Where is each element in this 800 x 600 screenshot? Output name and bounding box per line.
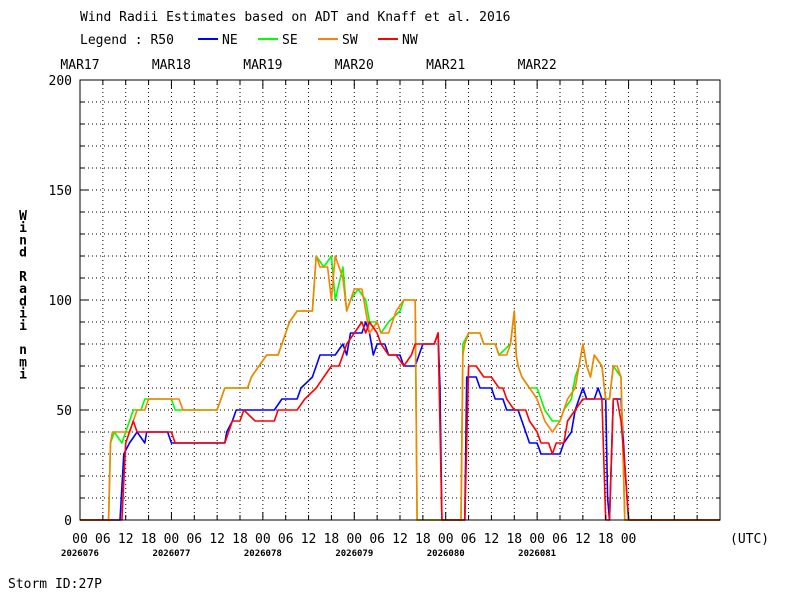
legend-label: Legend : R50 bbox=[80, 33, 174, 48]
legend-entry-ne: NE bbox=[222, 33, 238, 48]
x-tick-label: 00 bbox=[255, 532, 271, 547]
x-tick-label: 12 bbox=[118, 532, 134, 547]
x-tick-label: 18 bbox=[506, 532, 522, 547]
x-tick-label: 00 bbox=[346, 532, 362, 547]
julian-date-label: 2026077 bbox=[152, 549, 190, 559]
x-tick-label: 06 bbox=[552, 532, 568, 547]
y-tick-label: 50 bbox=[56, 404, 72, 419]
x-tick-label: 18 bbox=[324, 532, 340, 547]
x-tick-label: 06 bbox=[278, 532, 294, 547]
x-tick-label: 06 bbox=[461, 532, 477, 547]
series-lines bbox=[80, 255, 720, 521]
julian-date-label: 2026079 bbox=[335, 549, 373, 559]
x-tick-label: 06 bbox=[369, 532, 385, 547]
x-tick-label: 12 bbox=[575, 532, 591, 547]
series-line-nw bbox=[80, 321, 720, 521]
x-tick-label: 00 bbox=[72, 532, 88, 547]
y-axis-label-char: n bbox=[19, 343, 27, 358]
y-axis-label-char: m bbox=[19, 355, 27, 370]
x-tick-label: 12 bbox=[301, 532, 317, 547]
date-label: MAR19 bbox=[243, 58, 282, 73]
legend: Legend : R50 NE SE SW NW bbox=[80, 33, 418, 48]
legend-entry-nw: NW bbox=[402, 33, 418, 48]
x-tick-label: 06 bbox=[186, 532, 202, 547]
x-axis: 00 06 12 18 00 06 12 18 00 06 12 18 00 06 12 18 00 06 12 18… bbox=[60, 58, 769, 559]
date-label: MAR22 bbox=[518, 58, 557, 73]
x-unit-label: (UTC) bbox=[730, 532, 769, 547]
y-axis-label-char: R bbox=[19, 270, 27, 285]
y-axis-label-char: n bbox=[19, 233, 27, 248]
legend-entry-sw: SW bbox=[342, 33, 358, 48]
x-tick-label: 00 bbox=[438, 532, 454, 547]
date-label: MAR17 bbox=[60, 58, 99, 73]
x-tick-label: 12 bbox=[209, 532, 225, 547]
storm-id: Storm ID:27P bbox=[8, 577, 102, 592]
x-tick-label: 00 bbox=[164, 532, 180, 547]
date-label: MAR18 bbox=[152, 58, 191, 73]
julian-date-label: 2026076 bbox=[61, 549, 99, 559]
y-axis-label-char: W bbox=[19, 209, 27, 224]
x-tick-label: 00 bbox=[621, 532, 637, 547]
y-axis: 0 50 100 150 200 bbox=[49, 74, 720, 529]
x-tick-label: 18 bbox=[415, 532, 431, 547]
x-tick-label: 18 bbox=[232, 532, 248, 547]
series-line-sw bbox=[80, 255, 720, 521]
x-tick-label: 18 bbox=[598, 532, 614, 547]
legend-entry-se: SE bbox=[282, 33, 298, 48]
y-tick-label: 150 bbox=[49, 184, 72, 199]
x-tick-label: 12 bbox=[392, 532, 408, 547]
y-axis-label-char: d bbox=[19, 246, 27, 261]
julian-date-label: 2026081 bbox=[518, 549, 556, 559]
date-label: MAR21 bbox=[426, 58, 465, 73]
y-tick-label: 100 bbox=[49, 294, 72, 309]
y-tick-label: 200 bbox=[49, 74, 72, 89]
julian-date-label: 2026078 bbox=[244, 549, 282, 559]
y-axis-label-char: i bbox=[19, 221, 27, 236]
y-axis-label-char: i bbox=[19, 307, 27, 322]
x-tick-label: 18 bbox=[141, 532, 157, 547]
chart-title: Wind Radii Estimates based on ADT and Kn… bbox=[80, 10, 510, 25]
x-tick-label: 12 bbox=[484, 532, 500, 547]
y-axis-label-char: i bbox=[19, 319, 27, 334]
x-tick-label: 06 bbox=[95, 532, 111, 547]
date-label: MAR20 bbox=[335, 58, 374, 73]
y-axis-label-char: a bbox=[19, 282, 27, 297]
y-axis-label-char: i bbox=[19, 368, 27, 383]
x-tick-label: 00 bbox=[529, 532, 545, 547]
y-axis-label-char: d bbox=[19, 294, 27, 309]
y-tick-label: 0 bbox=[64, 514, 72, 529]
julian-date-label: 2026080 bbox=[427, 549, 465, 559]
